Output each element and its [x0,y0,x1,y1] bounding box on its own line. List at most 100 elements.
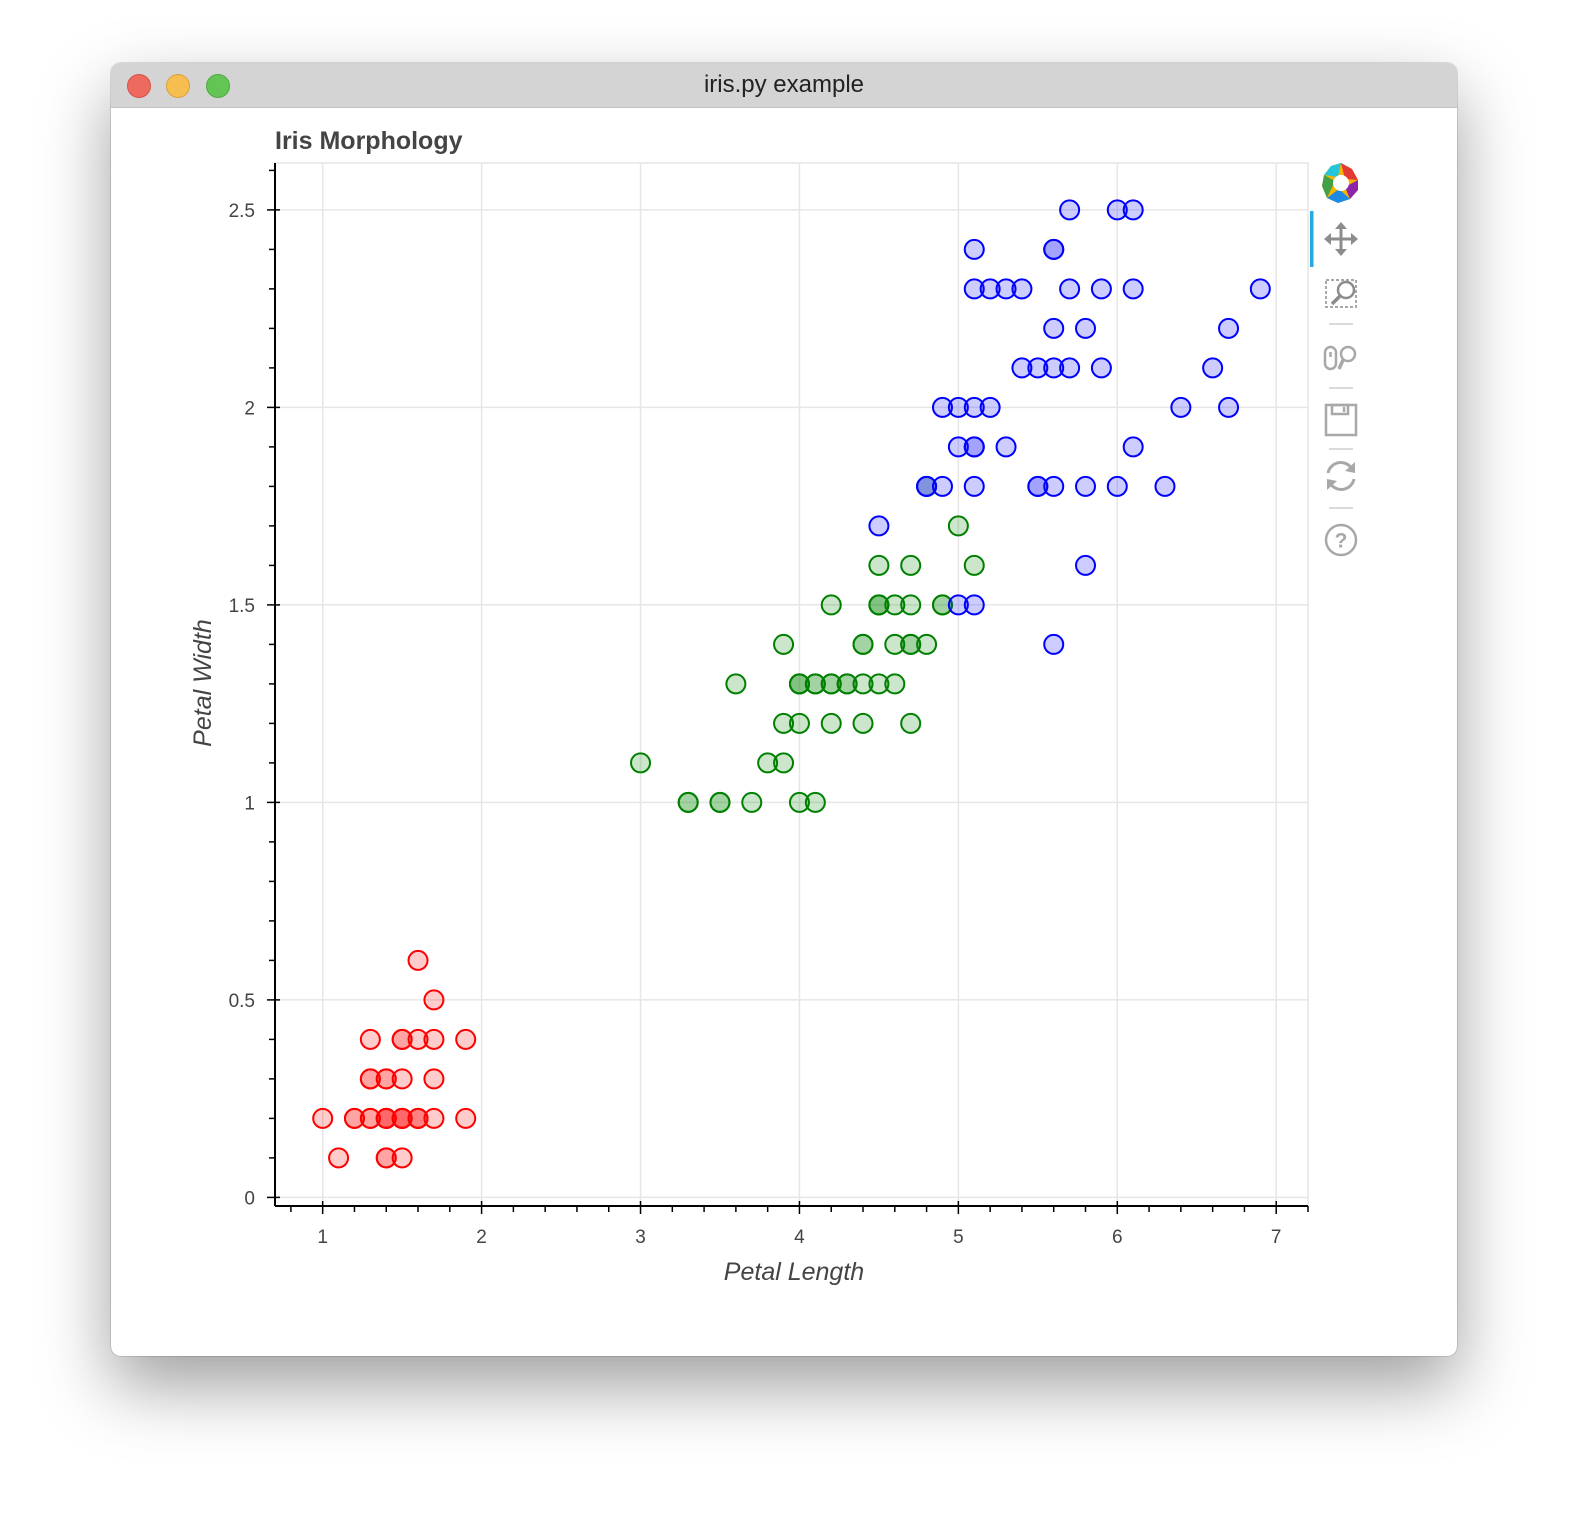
y-tick-label: 1 [244,793,255,814]
data-point [947,515,969,537]
data-point [1249,278,1271,300]
scatter-chart[interactable]: 1 2 3 4 5 6 7 0 0.5 1 1.5 2 2.5 Iris Morphology Peta… [111,63,1457,1356]
x-axis-label: Petal Length [724,1258,864,1286]
data-point [1090,278,1112,300]
data-point [820,594,842,616]
data-point [1154,475,1176,497]
minimize-window-button[interactable] [166,74,190,98]
x-tick-label: 5 [953,1227,964,1248]
axes: 1 2 3 4 5 6 7 0 0.5 1 1.5 2 2.5 [229,163,1309,1248]
data-point [884,673,906,695]
data-point [375,1147,397,1169]
reset-icon[interactable] [1326,461,1356,491]
data-point [773,712,795,734]
data-point [931,594,953,616]
data-point [407,1028,429,1050]
y-tick-label: 2.5 [229,201,255,222]
svg-text:?: ? [1335,530,1348,553]
close-window-button[interactable] [127,74,151,98]
y-tick-label: 2 [244,398,255,419]
y-tick-label: 1.5 [229,596,255,617]
data-point [423,1107,445,1129]
data-point [1027,357,1049,379]
data-point [1170,396,1192,418]
data-point [630,752,652,774]
data-point [947,396,969,418]
data-points [312,199,1271,1169]
data-point [1011,278,1033,300]
data-point [1122,436,1144,458]
data-point [773,752,795,774]
data-point [328,1147,350,1169]
data-point [963,278,985,300]
data-point [868,673,890,695]
wheel-zoom-icon[interactable] [1323,345,1357,371]
chart-toolbar: ? [1310,163,1358,557]
box-zoom-icon[interactable] [1325,279,1357,308]
data-point [455,1107,477,1129]
data-point [1059,199,1081,221]
data-point [979,278,1001,300]
data-point [741,791,763,813]
data-point [709,791,731,813]
data-point [1011,357,1033,379]
data-point [995,436,1017,458]
data-point [1075,475,1097,497]
data-point [852,633,874,655]
data-point [677,791,699,813]
help-icon[interactable]: ? [1324,523,1358,557]
data-point [916,633,938,655]
data-point [725,673,747,695]
y-tick-label: 0 [244,1188,255,1209]
y-axis-label: Petal Width [189,619,217,747]
data-point [359,1107,381,1129]
data-point [868,515,890,537]
data-point [1059,357,1081,379]
grid-lines [275,163,1308,1206]
data-point [884,594,906,616]
data-point [852,673,874,695]
data-point [359,1028,381,1050]
data-point [868,594,890,616]
data-point [995,278,1017,300]
data-point [900,712,922,734]
data-point [836,673,858,695]
data-point [1106,475,1128,497]
data-point [1043,633,1065,655]
data-point [1090,357,1112,379]
data-point [1059,278,1081,300]
data-point [423,1068,445,1090]
data-point [1218,396,1240,418]
data-point [1075,317,1097,339]
data-point [1027,475,1049,497]
data-point [773,633,795,655]
data-point [963,554,985,576]
data-point [407,1107,429,1129]
pan-icon[interactable] [1324,222,1358,256]
data-point [1043,317,1065,339]
data-point [1122,199,1144,221]
data-point [343,1107,365,1129]
data-point [359,1068,381,1090]
bokeh-logo-icon[interactable] [1322,163,1358,203]
y-tick-label: 0.5 [229,991,255,1012]
data-point [900,633,922,655]
x-tick-label: 3 [635,1227,646,1248]
data-point [1075,554,1097,576]
data-point [884,633,906,655]
data-point [788,712,810,734]
save-icon[interactable] [1324,403,1358,437]
data-point [1202,357,1224,379]
data-point [375,1068,397,1090]
data-point [868,554,890,576]
data-point [407,949,429,971]
title-bar: iris.py example [111,63,1457,108]
data-point [979,396,1001,418]
data-point [900,594,922,616]
data-point [391,1147,413,1169]
data-point [852,712,874,734]
maximize-window-button[interactable] [206,74,230,98]
data-point [757,752,779,774]
chart-title: Iris Morphology [275,127,463,155]
data-point [963,396,985,418]
